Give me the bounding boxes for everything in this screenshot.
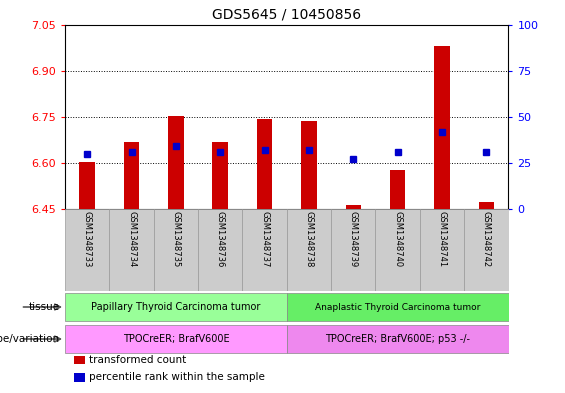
- Text: GSM1348739: GSM1348739: [349, 211, 358, 268]
- Text: GSM1348735: GSM1348735: [171, 211, 180, 268]
- Bar: [301, 121, 316, 209]
- Bar: [331, 209, 376, 291]
- Text: GSM1348742: GSM1348742: [482, 211, 491, 268]
- Title: GDS5645 / 10450856: GDS5645 / 10450856: [212, 7, 361, 21]
- Text: GSM1348738: GSM1348738: [305, 211, 314, 268]
- Bar: [242, 209, 287, 291]
- Bar: [74, 373, 85, 382]
- Bar: [212, 142, 228, 209]
- Text: Anaplastic Thyroid Carcinoma tumor: Anaplastic Thyroid Carcinoma tumor: [315, 303, 480, 312]
- Bar: [420, 209, 464, 291]
- Bar: [65, 325, 287, 353]
- Text: tissue: tissue: [28, 302, 59, 312]
- Text: GSM1348734: GSM1348734: [127, 211, 136, 268]
- Bar: [287, 209, 331, 291]
- Text: GSM1348733: GSM1348733: [82, 211, 92, 268]
- Text: GSM1348740: GSM1348740: [393, 211, 402, 268]
- Text: GSM1348736: GSM1348736: [216, 211, 225, 268]
- Text: Papillary Thyroid Carcinoma tumor: Papillary Thyroid Carcinoma tumor: [91, 302, 260, 312]
- Text: GSM1348737: GSM1348737: [260, 211, 269, 268]
- Bar: [65, 209, 110, 291]
- Text: percentile rank within the sample: percentile rank within the sample: [89, 372, 265, 382]
- Bar: [390, 170, 405, 209]
- Text: GSM1348741: GSM1348741: [437, 211, 446, 268]
- Bar: [464, 209, 508, 291]
- Text: transformed count: transformed count: [89, 355, 186, 365]
- Bar: [65, 293, 287, 321]
- Bar: [198, 209, 242, 291]
- Bar: [168, 116, 184, 209]
- Bar: [434, 46, 450, 209]
- Bar: [287, 325, 508, 353]
- Bar: [257, 119, 272, 209]
- Text: TPOCreER; BrafV600E: TPOCreER; BrafV600E: [123, 334, 229, 344]
- Bar: [154, 209, 198, 291]
- Bar: [287, 293, 508, 321]
- Bar: [80, 162, 95, 209]
- Text: TPOCreER; BrafV600E; p53 -/-: TPOCreER; BrafV600E; p53 -/-: [325, 334, 470, 344]
- Bar: [74, 356, 85, 364]
- Bar: [479, 202, 494, 209]
- Text: genotype/variation: genotype/variation: [0, 334, 59, 344]
- Bar: [375, 209, 420, 291]
- Bar: [110, 209, 154, 291]
- Bar: [124, 142, 139, 209]
- Bar: [346, 205, 361, 209]
